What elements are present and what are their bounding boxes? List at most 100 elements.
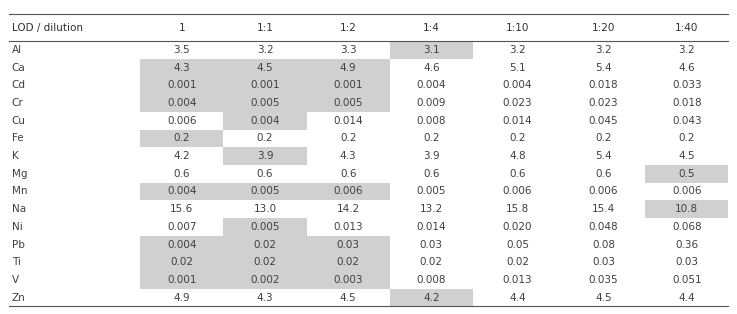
Text: 0.08: 0.08 xyxy=(592,240,615,250)
Text: K: K xyxy=(12,151,18,161)
Text: 0.2: 0.2 xyxy=(340,133,357,143)
Text: 0.008: 0.008 xyxy=(416,275,446,285)
Text: 3.2: 3.2 xyxy=(595,45,612,55)
Text: 0.004: 0.004 xyxy=(251,116,280,126)
Text: 0.004: 0.004 xyxy=(167,98,197,108)
Text: 4.9: 4.9 xyxy=(340,63,357,73)
Text: 3.2: 3.2 xyxy=(678,45,695,55)
Text: 4.2: 4.2 xyxy=(173,151,190,161)
Text: Na: Na xyxy=(12,204,26,214)
Text: 0.6: 0.6 xyxy=(595,169,612,179)
Text: 4.5: 4.5 xyxy=(340,293,357,303)
Text: 1:1: 1:1 xyxy=(256,23,273,33)
Text: 1:2: 1:2 xyxy=(340,23,357,33)
Text: 0.008: 0.008 xyxy=(416,116,446,126)
Text: Cd: Cd xyxy=(12,80,26,90)
Text: 0.006: 0.006 xyxy=(589,187,618,197)
Text: 4.5: 4.5 xyxy=(678,151,695,161)
Text: 0.002: 0.002 xyxy=(251,275,280,285)
Text: 13.0: 13.0 xyxy=(254,204,276,214)
Text: 0.005: 0.005 xyxy=(251,187,280,197)
Text: 0.02: 0.02 xyxy=(254,257,276,267)
Text: 1:40: 1:40 xyxy=(675,23,699,33)
Text: 4.4: 4.4 xyxy=(509,293,525,303)
Text: 0.006: 0.006 xyxy=(333,187,363,197)
Text: 0.043: 0.043 xyxy=(672,116,702,126)
Text: 0.03: 0.03 xyxy=(420,240,443,250)
Text: 0.2: 0.2 xyxy=(174,133,190,143)
Text: 0.6: 0.6 xyxy=(340,169,357,179)
Bar xyxy=(140,94,390,112)
Text: 4.5: 4.5 xyxy=(595,293,612,303)
Text: 0.003: 0.003 xyxy=(333,275,363,285)
Text: Zn: Zn xyxy=(12,293,25,303)
Text: Cu: Cu xyxy=(12,116,26,126)
Text: Mg: Mg xyxy=(12,169,27,179)
Text: LOD / dilution: LOD / dilution xyxy=(12,23,83,33)
Text: Ti: Ti xyxy=(12,257,21,267)
Text: 0.005: 0.005 xyxy=(333,98,363,108)
Text: 0.045: 0.045 xyxy=(589,116,618,126)
Text: 5.1: 5.1 xyxy=(509,63,525,73)
Text: 4.5: 4.5 xyxy=(256,63,273,73)
Text: 1:20: 1:20 xyxy=(592,23,615,33)
Bar xyxy=(140,59,390,77)
Text: 4.3: 4.3 xyxy=(173,63,190,73)
Text: 0.2: 0.2 xyxy=(256,133,273,143)
Text: 4.8: 4.8 xyxy=(509,151,525,161)
Bar xyxy=(140,77,390,94)
Text: 4.6: 4.6 xyxy=(678,63,695,73)
Text: V: V xyxy=(12,275,18,285)
Text: 0.6: 0.6 xyxy=(423,169,439,179)
Text: 0.02: 0.02 xyxy=(337,257,360,267)
Text: 14.2: 14.2 xyxy=(337,204,360,214)
Bar xyxy=(140,253,390,271)
Text: 0.03: 0.03 xyxy=(592,257,615,267)
Text: 0.023: 0.023 xyxy=(503,98,532,108)
Text: 0.2: 0.2 xyxy=(679,133,695,143)
Text: 0.014: 0.014 xyxy=(333,116,363,126)
Bar xyxy=(223,147,307,165)
Text: 0.2: 0.2 xyxy=(509,133,525,143)
Text: 0.03: 0.03 xyxy=(337,240,360,250)
Text: 0.006: 0.006 xyxy=(503,187,532,197)
Text: 0.013: 0.013 xyxy=(503,275,532,285)
Text: 3.5: 3.5 xyxy=(173,45,190,55)
Text: Ca: Ca xyxy=(12,63,25,73)
Text: 0.001: 0.001 xyxy=(333,80,363,90)
Text: 1:4: 1:4 xyxy=(423,23,440,33)
Text: 4.4: 4.4 xyxy=(678,293,695,303)
Text: 0.014: 0.014 xyxy=(416,222,446,232)
Text: Cr: Cr xyxy=(12,98,24,108)
Text: 4.3: 4.3 xyxy=(340,151,357,161)
Text: 10.8: 10.8 xyxy=(675,204,698,214)
Bar xyxy=(223,112,307,130)
Text: 5.4: 5.4 xyxy=(595,151,612,161)
Text: 0.36: 0.36 xyxy=(675,240,698,250)
Text: 0.6: 0.6 xyxy=(509,169,525,179)
Text: 13.2: 13.2 xyxy=(419,204,443,214)
Text: 3.2: 3.2 xyxy=(509,45,525,55)
Text: Fe: Fe xyxy=(12,133,24,143)
Bar xyxy=(645,165,728,183)
Text: 0.5: 0.5 xyxy=(679,169,695,179)
Text: 0.068: 0.068 xyxy=(672,222,702,232)
Text: 4.3: 4.3 xyxy=(256,293,273,303)
Text: 15.4: 15.4 xyxy=(592,204,615,214)
Text: 4.9: 4.9 xyxy=(173,293,190,303)
Text: 3.2: 3.2 xyxy=(256,45,273,55)
Text: 0.2: 0.2 xyxy=(595,133,612,143)
Text: Mn: Mn xyxy=(12,187,27,197)
Text: 0.006: 0.006 xyxy=(672,187,702,197)
Text: 0.005: 0.005 xyxy=(416,187,446,197)
Text: 0.020: 0.020 xyxy=(503,222,532,232)
Text: 0.014: 0.014 xyxy=(503,116,532,126)
Bar xyxy=(140,271,390,289)
Text: 0.035: 0.035 xyxy=(589,275,618,285)
Text: 0.05: 0.05 xyxy=(506,240,529,250)
Text: Ni: Ni xyxy=(12,222,22,232)
Text: 0.02: 0.02 xyxy=(254,240,276,250)
Text: 0.6: 0.6 xyxy=(256,169,273,179)
Text: 0.051: 0.051 xyxy=(672,275,702,285)
Bar xyxy=(645,200,728,218)
